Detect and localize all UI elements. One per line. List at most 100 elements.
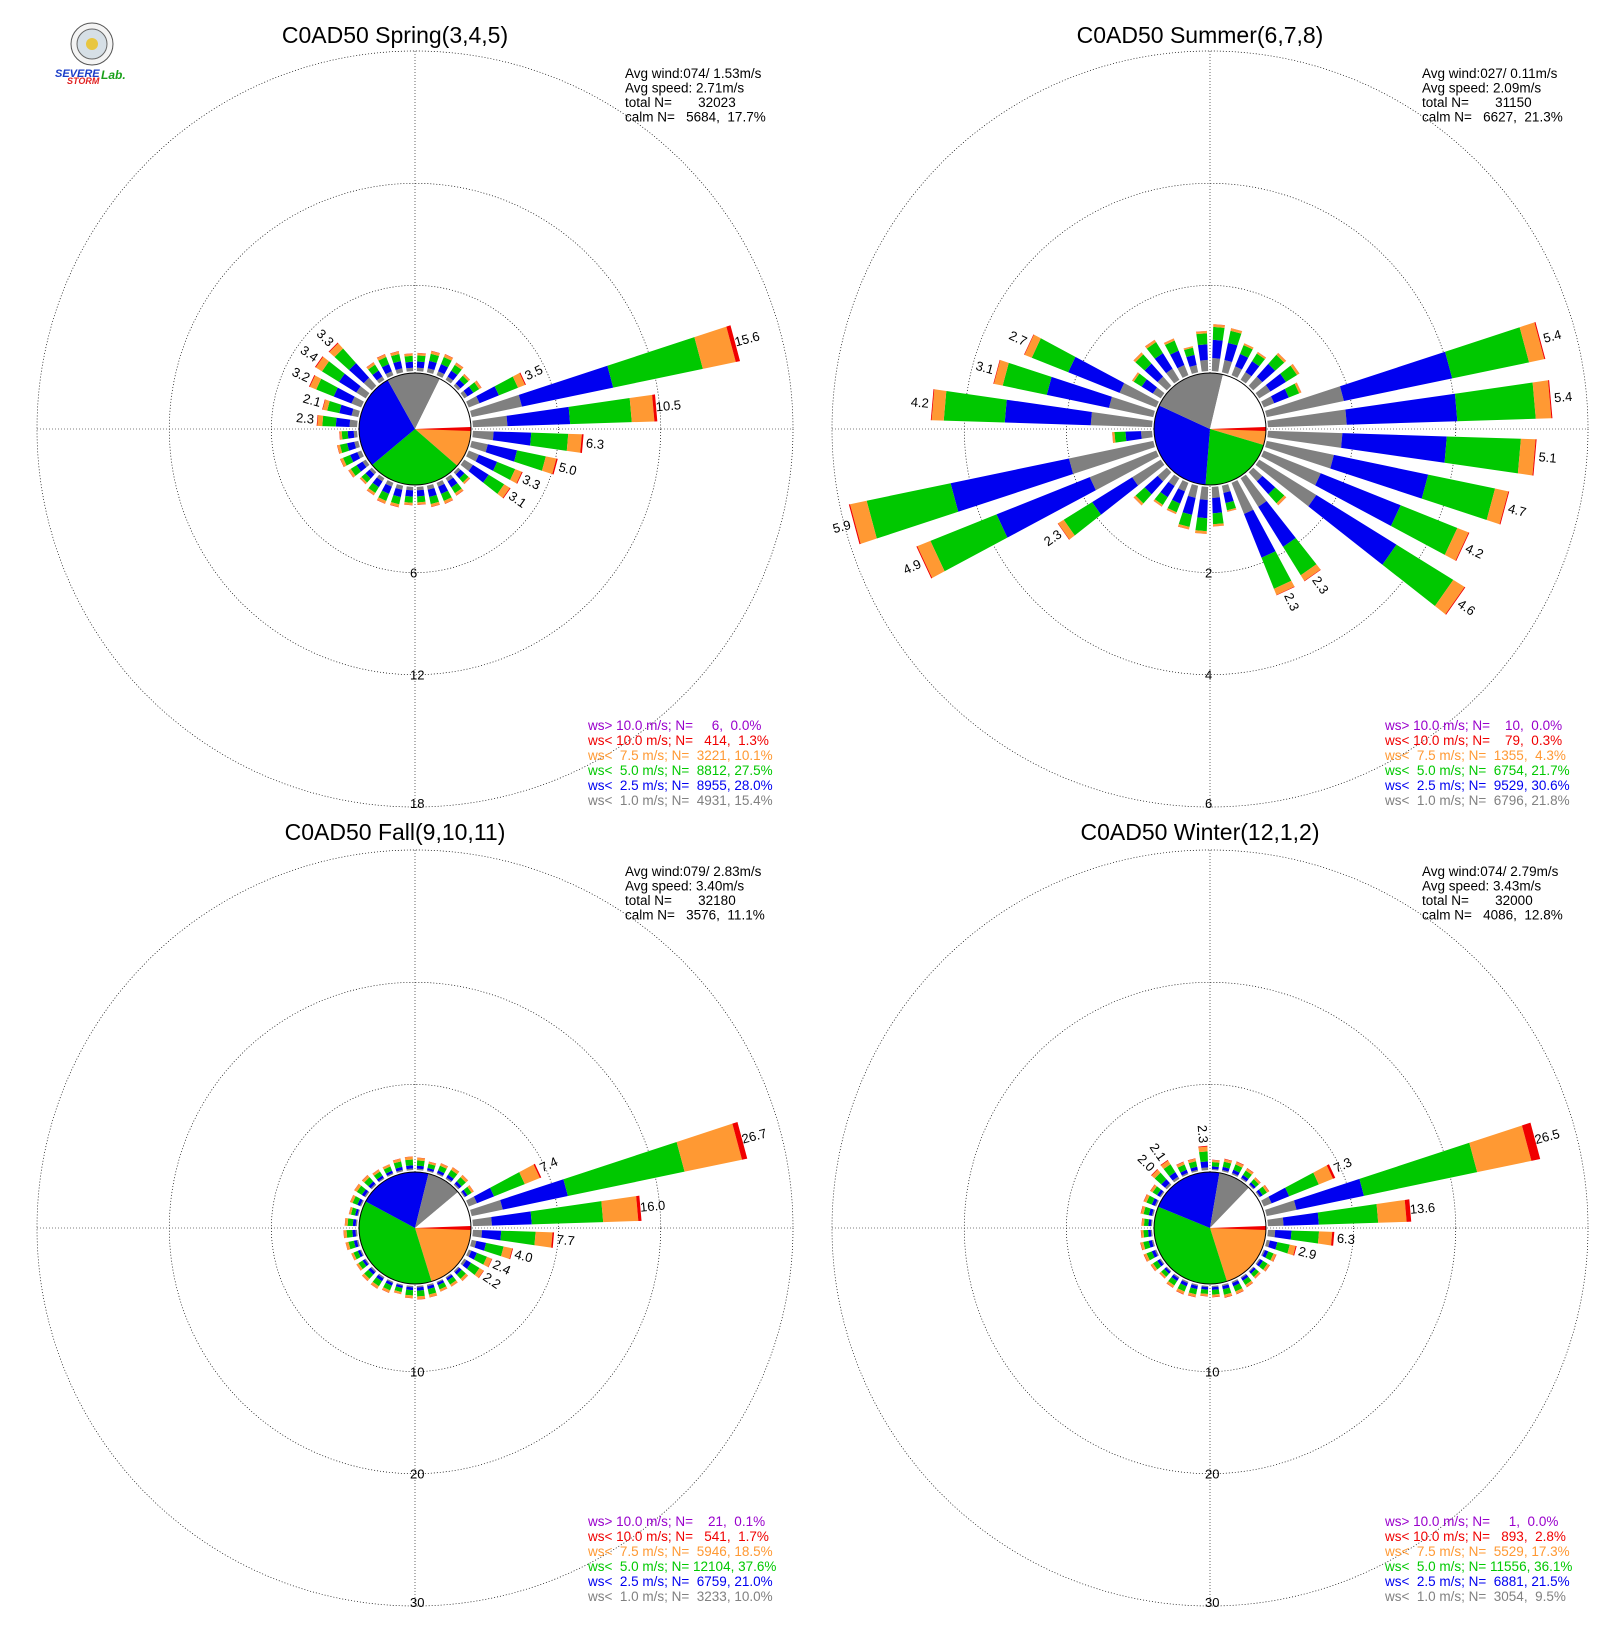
- bar-label: 3.2: [290, 364, 313, 385]
- bar-segment: [1326, 1164, 1336, 1179]
- bar-segment: [993, 359, 1001, 384]
- bar-segment: [1255, 1258, 1261, 1265]
- bar-segment: [1200, 1293, 1208, 1297]
- bar-segment: [440, 490, 452, 502]
- ring-label: 6: [410, 566, 417, 581]
- bar-segment: [360, 1249, 364, 1256]
- bar-segment: [404, 1294, 413, 1299]
- bar-segment: [1212, 1160, 1220, 1163]
- bar-segment: [427, 1163, 436, 1170]
- bar-segment: [352, 1229, 357, 1237]
- pie-slice: [358, 1201, 432, 1285]
- bar-segment: [1167, 499, 1181, 513]
- range-ring: [271, 285, 559, 573]
- bar-label: 4.6: [1455, 596, 1478, 619]
- bar-segment: [1154, 353, 1173, 374]
- pie-slice: [415, 1192, 471, 1228]
- bar-segment: [552, 458, 558, 475]
- bar-segment: [1268, 487, 1285, 504]
- bar-segment: [1140, 1230, 1142, 1238]
- bar-segment: [1240, 345, 1253, 358]
- bar-segment: [438, 1165, 447, 1174]
- bar-segment: [364, 1269, 374, 1279]
- bar-segment: [443, 354, 453, 361]
- bar-segment: [1141, 1218, 1145, 1226]
- bar-segment: [460, 1191, 466, 1198]
- bar-segment: [393, 1292, 402, 1295]
- bar-segment: [366, 490, 375, 496]
- pie-slice: [1210, 427, 1266, 431]
- bar-segment: [417, 1157, 426, 1162]
- bar-segment: [1197, 344, 1208, 361]
- bar-segment: [1180, 1280, 1188, 1287]
- bar-segment: [443, 497, 453, 504]
- bar-segment: [417, 501, 426, 505]
- bar-segment: [426, 368, 435, 374]
- bar-segment: [1268, 1187, 1290, 1204]
- bar-label: 4.2: [910, 394, 929, 411]
- bar-segment: [393, 1161, 403, 1169]
- bar-segment: [1156, 1189, 1164, 1197]
- bar-segment: [378, 1177, 385, 1183]
- bar-segment: [494, 376, 519, 396]
- bar-segment: [1068, 356, 1125, 393]
- bar-segment: [1200, 1289, 1209, 1295]
- bar-segment: [1248, 376, 1263, 391]
- bar-segment: [453, 383, 461, 391]
- legend-entry: ws< 2.5 m/s; N= 9529, 30.6%: [1384, 778, 1570, 793]
- bar-segment: [1290, 364, 1300, 376]
- bar-segment: [1146, 342, 1163, 359]
- bar-segment: [1282, 1212, 1319, 1226]
- bar-segment: [1108, 396, 1155, 418]
- bar-segment: [353, 430, 358, 438]
- bar-label: 2.3: [1195, 1124, 1212, 1143]
- bar-segment: [406, 1165, 414, 1170]
- bar-segment: [339, 404, 354, 416]
- bar-segment: [462, 374, 470, 382]
- bar-segment: [1469, 1125, 1532, 1173]
- bar-segment: [383, 1282, 392, 1291]
- bar-segment: [406, 1286, 414, 1291]
- bar-segment: [451, 1282, 458, 1287]
- bar-segment: [334, 348, 356, 370]
- bar-segment: [1223, 491, 1234, 504]
- bar-segment: [373, 1171, 383, 1180]
- bar-segment: [1146, 1251, 1155, 1261]
- bar-segment: [607, 337, 703, 388]
- bar-segment: [1240, 1273, 1247, 1279]
- bar-segment: [395, 1284, 403, 1289]
- bar-segment: [445, 376, 454, 384]
- bar-segment: [1275, 1242, 1290, 1254]
- bar-segment: [356, 1263, 363, 1271]
- bar-segment: [519, 372, 526, 385]
- bar-segment: [329, 343, 344, 358]
- bar-segment: [1244, 343, 1254, 348]
- bar-segment: [1089, 450, 1159, 491]
- bar-segment: [327, 400, 342, 414]
- bar-segment: [652, 394, 658, 422]
- windrose-panel-1: 612183.515.610.56.35.03.33.12.32.13.23.4…: [36, 22, 794, 811]
- bar-label: 3.4: [298, 342, 321, 365]
- legend-entry: ws< 7.5 m/s; N= 5529, 17.3%: [1384, 1544, 1570, 1559]
- bar-segment: [1133, 495, 1144, 506]
- bar-segment: [1242, 1276, 1252, 1286]
- bar-segment: [1276, 352, 1287, 363]
- bar-segment: [381, 483, 392, 494]
- bar-segment: [1382, 544, 1454, 607]
- bar-label: 5.1: [1538, 449, 1557, 466]
- bar-segment: [1119, 382, 1159, 408]
- bar-segment: [456, 362, 464, 368]
- bar-segment: [993, 360, 1009, 386]
- bar-segment: [349, 419, 358, 428]
- bar-segment: [366, 362, 376, 370]
- bar-segment: [365, 469, 375, 479]
- bar-segment: [493, 461, 516, 481]
- bar-segment: [382, 1164, 391, 1170]
- bar-segment: [343, 1230, 348, 1239]
- bar-segment: [1345, 393, 1458, 425]
- bar-segment: [1166, 508, 1177, 515]
- bar-segment: [1445, 586, 1466, 615]
- bar-segment: [1031, 338, 1076, 373]
